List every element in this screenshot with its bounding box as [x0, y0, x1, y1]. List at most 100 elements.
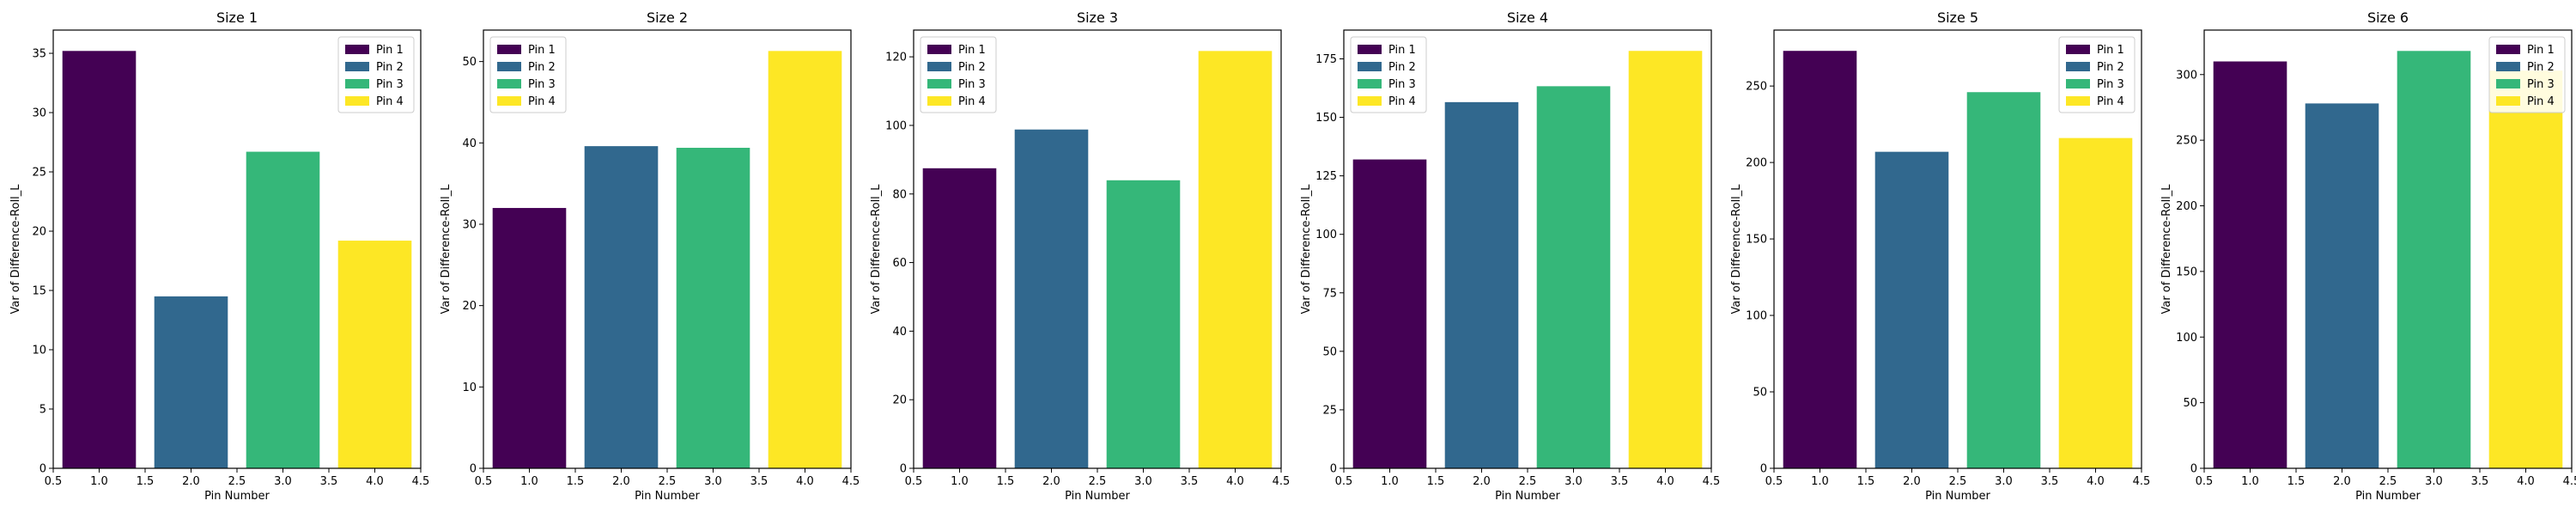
subplot-title: Size 4 [1507, 9, 1548, 26]
subplot-6: 0.5 1.0 1.5 2.0 2.5 3.0 3.5 4.0 4.5 0 50 100 150 200 2… [2160, 9, 2576, 503]
x-tick-label: 2.0 [1042, 475, 1060, 488]
y-tick-label: 60 [892, 257, 907, 270]
y-axis-label: Var of Difference-Roll_L [870, 184, 883, 314]
bar-pin-1[interactable] [492, 208, 567, 468]
bar-pin-2[interactable] [2305, 103, 2379, 469]
bar-pin-2[interactable] [1444, 101, 1519, 469]
x-axis-label: Pin Number [1065, 490, 1130, 503]
bar-pin-2[interactable] [1014, 129, 1089, 468]
bar-pin-4[interactable] [1628, 51, 1703, 468]
x-axis-label: Pin Number [635, 490, 700, 503]
x-tick-label: 1.5 [2287, 475, 2306, 488]
legend-swatch-pin-2 [2066, 62, 2090, 71]
y-tick-label: 15 [32, 285, 46, 298]
y-tick-label: 10 [462, 382, 477, 394]
subplot-title: Size 5 [1937, 9, 1978, 26]
bar-pin-3[interactable] [1536, 86, 1611, 469]
y-tick-label: 50 [1753, 387, 1767, 400]
x-tick-label: 1.5 [1857, 475, 1875, 488]
legend-swatch-pin-2 [2496, 62, 2520, 71]
legend-label-pin-1: Pin 1 [958, 44, 986, 57]
legend-swatch-pin-3 [497, 79, 521, 89]
y-tick-label: 40 [892, 326, 907, 339]
x-axis-label: Pin Number [1495, 490, 1560, 503]
y-tick-label: 250 [2176, 135, 2197, 148]
subplot-title: Size 1 [216, 9, 258, 26]
x-tick-label: 0.5 [2196, 475, 2214, 488]
bar-pin-3[interactable] [2397, 51, 2471, 469]
x-tick-label: 3.0 [1134, 475, 1152, 488]
bar-pin-3[interactable] [676, 147, 750, 468]
bar-pin-2[interactable] [154, 296, 228, 468]
legend-box [920, 36, 997, 113]
subplot-1: 0.5 1.0 1.5 2.0 2.5 3.0 3.5 4.0 4.5 0 5 10 15 20 25 30 3… [9, 9, 429, 503]
legend-swatch-pin-3 [2066, 79, 2090, 89]
bar-pin-3[interactable] [246, 151, 320, 468]
x-tick-label: 3.0 [1995, 475, 2013, 488]
x-tick-label: 1.0 [1811, 475, 1829, 488]
bar-pin-2[interactable] [1874, 151, 1949, 468]
legend-label-pin-3: Pin 3 [958, 78, 986, 91]
bar-pin-1[interactable] [1783, 51, 1857, 468]
y-tick-label: 100 [885, 119, 907, 132]
x-tick-label: 2.5 [2379, 475, 2397, 488]
bar-pin-1[interactable] [1352, 159, 1427, 469]
legend-box [1350, 36, 1427, 113]
x-tick-label: 2.5 [228, 475, 246, 488]
legend-swatch-pin-3 [927, 79, 951, 89]
subplot-title: Size 3 [1077, 9, 1118, 26]
bar-pin-4[interactable] [2488, 70, 2563, 468]
bar-pin-3[interactable] [1966, 92, 2041, 468]
x-tick-label: 4.5 [2133, 475, 2151, 488]
legend-label-pin-3: Pin 3 [1388, 78, 1416, 91]
y-tick-label: 200 [2176, 200, 2197, 213]
bar-pin-1[interactable] [922, 168, 997, 468]
legend-swatch-pin-4 [927, 96, 951, 106]
subplot-title: Size 2 [647, 9, 688, 26]
subplot-title: Size 6 [2367, 9, 2409, 26]
legend-label-pin-2: Pin 2 [958, 61, 986, 74]
bar-pin-4[interactable] [1198, 51, 1273, 469]
x-tick-label: 0.5 [45, 475, 63, 488]
bar-pin-3[interactable] [1106, 180, 1181, 468]
bar-pin-4[interactable] [2058, 137, 2133, 469]
bar-pin-1[interactable] [2213, 61, 2287, 468]
y-tick-label: 300 [2176, 69, 2197, 82]
y-tick-label: 5 [39, 404, 46, 417]
legend-label-pin-2: Pin 2 [376, 61, 404, 74]
x-tick-label: 3.5 [1181, 475, 1199, 488]
x-tick-label: 3.0 [704, 475, 722, 488]
y-tick-label: 100 [1746, 310, 1767, 323]
x-tick-label: 3.0 [2425, 475, 2443, 488]
y-tick-label: 0 [2190, 463, 2197, 476]
legend: Pin 1 Pin 2 Pin 3 Pin 4 [2488, 36, 2566, 113]
x-tick-label: 2.5 [659, 475, 677, 488]
x-tick-label: 4.5 [1273, 475, 1291, 488]
x-axis-label: Pin Number [2355, 490, 2421, 503]
legend-swatch-pin-3 [1358, 79, 1382, 89]
y-tick-label: 0 [39, 463, 46, 476]
legend-label-pin-1: Pin 1 [2527, 44, 2555, 57]
bar-pin-4[interactable] [768, 51, 842, 468]
legend-label-pin-4: Pin 4 [376, 95, 404, 108]
y-tick-label: 20 [32, 226, 46, 239]
legend-swatch-pin-3 [2496, 79, 2520, 89]
bar-pin-1[interactable] [62, 51, 137, 469]
legend-swatch-pin-1 [1358, 45, 1382, 54]
bar-pin-2[interactable] [584, 146, 659, 468]
legend: Pin 1 Pin 2 Pin 3 Pin 4 [1350, 36, 1427, 113]
legend-box [337, 36, 415, 113]
y-tick-label: 100 [2176, 332, 2197, 345]
x-tick-label: 4.0 [366, 475, 384, 488]
y-tick-label: 150 [2176, 266, 2197, 278]
x-tick-label: 3.5 [2471, 475, 2489, 488]
legend-swatch-pin-2 [345, 62, 369, 71]
legend-swatch-pin-1 [345, 45, 369, 54]
bar-pin-4[interactable] [337, 241, 412, 468]
y-tick-label: 200 [1746, 157, 1767, 170]
legend-swatch-pin-2 [927, 62, 951, 71]
legend-label-pin-4: Pin 4 [1388, 95, 1416, 108]
legend-label-pin-1: Pin 1 [376, 44, 404, 57]
